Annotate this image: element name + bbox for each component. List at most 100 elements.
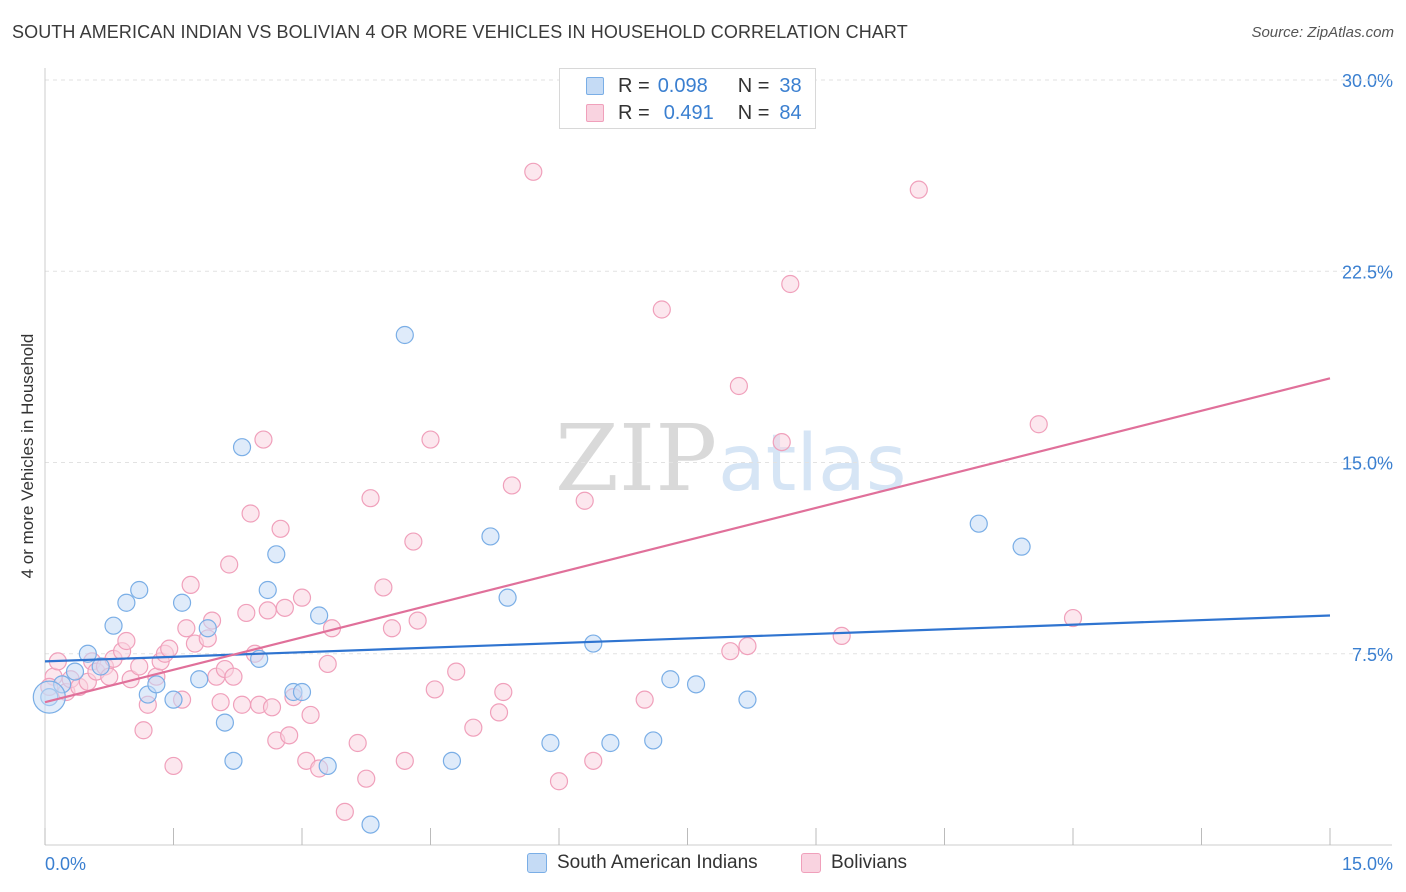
legend-r-value: 0.491 [663,101,714,124]
data-point [271,519,290,538]
data-point [357,769,376,788]
data-point [280,726,299,745]
data-point [117,593,136,612]
data-point [781,274,800,294]
data-point [177,619,196,638]
data-point [224,667,243,686]
data-point [635,690,654,709]
data-point [1029,415,1048,434]
data-point [130,657,149,676]
legend-n-value: 84 [779,101,802,124]
y-tick-label: 30.0% [1342,71,1393,91]
data-point [348,733,367,753]
data-point [395,325,414,345]
data-point [164,756,183,776]
data-point [494,682,513,702]
data-point [301,705,320,725]
data-point [232,695,252,714]
data-point [549,772,569,791]
legend-row-south-american-indians: R = 0.098 N = 38 [586,75,802,97]
data-point [65,662,85,681]
data-point [738,690,757,709]
legend-swatch-blue [527,853,547,873]
data-point [584,634,603,653]
series-south-american-indians [40,325,1031,834]
data-point [575,491,594,510]
legend-r-label: R = [618,101,650,124]
data-point [318,756,337,776]
legend-n-label: N = [737,74,770,97]
y-tick-label: 7.5% [1352,645,1393,665]
data-point [292,682,312,702]
x-tick-label-right: 15.0% [1342,854,1393,874]
correlation-legend: R = 0.098 N = 38 R = 0.491 N = 84 [559,68,816,129]
legend-r-value: 0.098 [657,74,708,97]
data-point [644,731,663,750]
data-point [738,636,757,656]
data-point [335,802,354,821]
legend-n-label: N = [737,101,770,124]
chart-title: SOUTH AMERICAN INDIAN VS BOLIVIAN 4 OR M… [12,22,908,42]
trend-line-south-american-indians [44,614,1331,663]
data-point [601,733,620,753]
data-point [215,713,234,732]
chart-source: Source: ZipAtlas.com [1251,24,1394,41]
data-point [421,430,440,449]
data-point [258,580,277,600]
data-point [318,654,337,674]
data-point [729,376,749,396]
data-point [464,718,483,737]
data-point [190,670,209,689]
data-point [541,733,560,753]
data-point [258,601,277,620]
data-point [395,751,414,770]
legend-swatch-blue [586,77,604,95]
data-point [181,575,200,595]
data-point [164,690,183,709]
data-point [130,580,149,600]
legend-label: Bolivians [831,852,908,873]
legend-row-bolivians: R = 0.491 N = 84 [586,102,802,124]
trend-line-bolivians [44,377,1331,704]
data-point [198,619,217,638]
data-point [425,680,444,699]
data-point [262,698,282,717]
data-point [237,603,256,623]
legend-swatch-pink [801,853,821,873]
data-point [481,527,500,546]
data-point [374,578,393,597]
data-point [772,433,791,452]
data-point [241,504,260,523]
data-point [832,626,851,646]
data-point [211,693,230,712]
data-point [267,545,286,564]
data-point [160,639,179,658]
data-point [147,675,166,694]
data-point [117,631,136,651]
data-point [686,675,706,694]
data-point-cluster [32,680,66,714]
data-point [232,438,252,457]
data-point [909,180,928,199]
data-point [361,815,380,834]
data-point [404,532,423,551]
y-tick-label: 22.5% [1342,262,1393,282]
data-point [310,606,329,625]
data-point [498,588,517,607]
legend-n-value: 38 [779,74,802,97]
data-point [361,489,380,508]
data-point [104,616,123,635]
watermark-atlas: atlas [718,419,907,509]
data-point [721,642,740,661]
data-point [220,555,239,574]
data-point [91,657,110,676]
data-point [134,721,153,740]
data-point [524,162,543,181]
legend-south-american-indians: South American Indians [527,852,758,874]
data-point [442,751,462,770]
data-point [502,476,521,495]
y-tick-label: 15.0% [1342,454,1393,474]
data-point [652,300,671,319]
data-point [661,670,680,689]
